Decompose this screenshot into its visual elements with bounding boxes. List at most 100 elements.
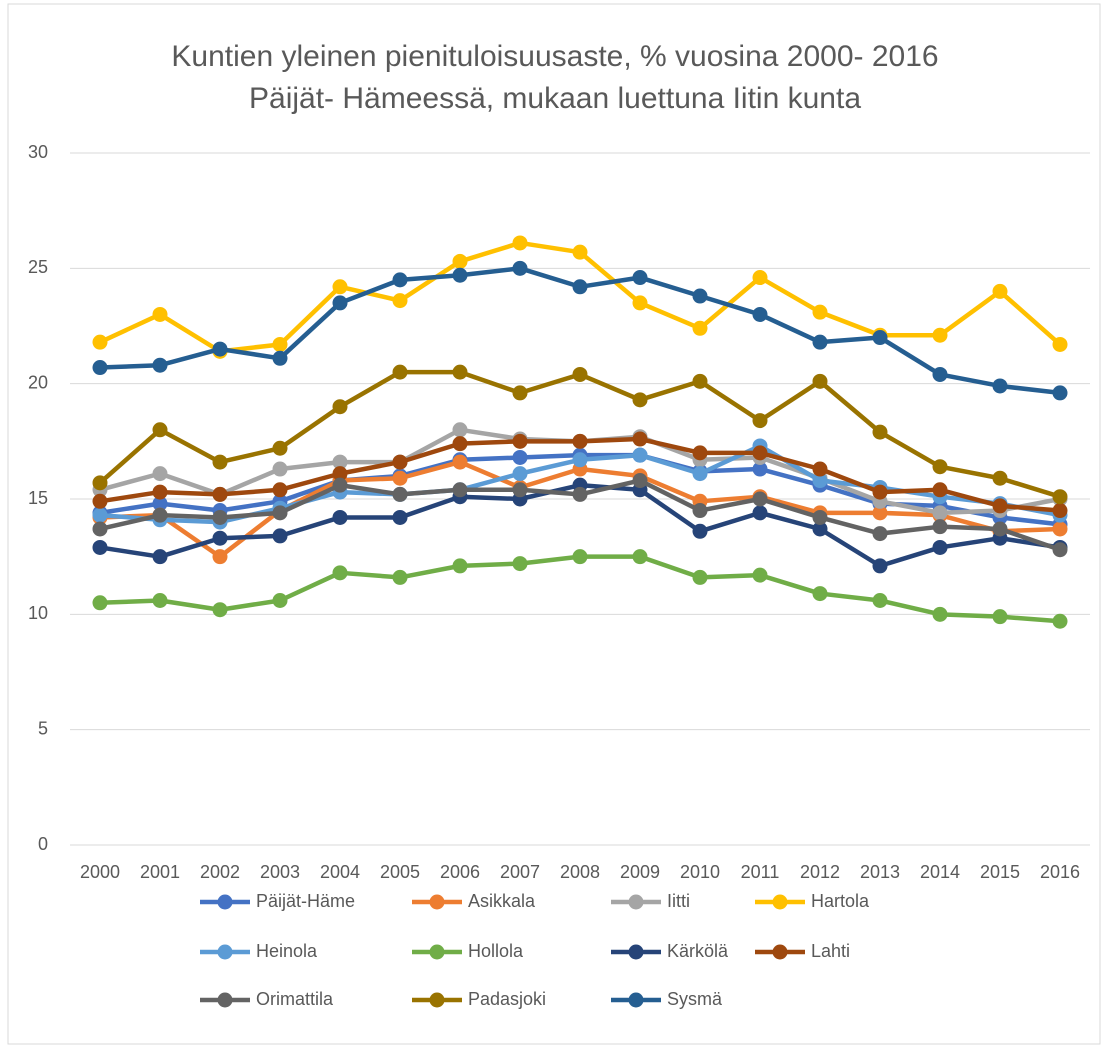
data-point (1052, 542, 1068, 558)
data-point (812, 304, 828, 320)
legend: Päijät-Häme Asikkala Iitti Hartola Heinola Ho… (200, 891, 870, 1009)
data-point (932, 606, 948, 622)
data-point (212, 530, 228, 546)
data-point (212, 454, 228, 470)
data-point (212, 602, 228, 618)
data-point (332, 477, 348, 493)
data-point (92, 507, 108, 523)
data-point (452, 436, 468, 452)
x-tick-label: 2008 (560, 862, 600, 882)
legend-marker (628, 944, 644, 960)
data-point (1052, 489, 1068, 505)
data-point (872, 330, 888, 346)
x-tick-label: 2011 (741, 862, 780, 882)
chart-border (7, 3, 1101, 1045)
data-point (932, 459, 948, 475)
legend-marker (628, 992, 644, 1008)
data-point (152, 422, 168, 438)
data-point (812, 509, 828, 525)
data-point (632, 549, 648, 565)
data-point (512, 433, 528, 449)
data-point (452, 267, 468, 283)
data-point (332, 295, 348, 311)
legend-label: Hollola (468, 941, 524, 961)
data-point (512, 235, 528, 251)
data-point (212, 509, 228, 525)
data-point (512, 385, 528, 401)
data-point (812, 461, 828, 477)
data-point (1052, 503, 1068, 519)
data-point (632, 473, 648, 489)
data-point (92, 360, 108, 376)
data-point (272, 440, 288, 456)
data-point (392, 364, 408, 380)
data-point (752, 491, 768, 507)
data-point (452, 253, 468, 269)
legend-marker (772, 944, 788, 960)
data-point (92, 521, 108, 537)
data-point (272, 528, 288, 544)
data-point (752, 413, 768, 429)
y-tick-label: 5 (38, 718, 48, 738)
data-point (152, 549, 168, 565)
data-point (572, 452, 588, 468)
data-point (272, 482, 288, 498)
data-point (152, 466, 168, 482)
x-tick-label: 2016 (1040, 862, 1080, 882)
data-point (572, 279, 588, 295)
y-tick-label: 10 (28, 603, 48, 623)
x-tick-label: 2002 (200, 862, 240, 882)
y-tick-label: 15 (28, 488, 48, 508)
data-point (392, 272, 408, 288)
x-tick-label: 2006 (440, 862, 480, 882)
grid: 0 5 10 15 20 25 30 2000 2001 2002 2003 2004 2005 2006… (28, 142, 1090, 882)
data-point (212, 549, 228, 565)
data-point (872, 526, 888, 542)
data-point (692, 569, 708, 585)
y-tick-label: 25 (28, 257, 48, 277)
chart-title: Kuntien yleinen pienituloisuusaste, % vu… (171, 40, 938, 73)
data-point (752, 445, 768, 461)
x-tick-label: 2010 (680, 862, 720, 882)
data-point (392, 509, 408, 525)
data-point (152, 592, 168, 608)
data-point (752, 505, 768, 521)
data-point (872, 592, 888, 608)
legend-marker (217, 992, 233, 1008)
data-point (812, 586, 828, 602)
x-tick-label: 2015 (980, 862, 1020, 882)
legend-marker (628, 894, 644, 910)
data-point (152, 484, 168, 500)
data-point (812, 473, 828, 489)
data-point (752, 567, 768, 583)
data-point (272, 505, 288, 521)
x-tick-label: 2013 (860, 862, 900, 882)
data-point (92, 539, 108, 555)
data-point (512, 482, 528, 498)
data-point (692, 466, 708, 482)
data-point (752, 270, 768, 286)
data-point (512, 466, 528, 482)
data-point (692, 288, 708, 304)
data-point (92, 475, 108, 491)
data-point (272, 461, 288, 477)
legend-marker (772, 894, 788, 910)
data-point (812, 521, 828, 537)
data-point (392, 454, 408, 470)
data-point (572, 486, 588, 502)
data-point (392, 293, 408, 309)
x-tick-label: 2005 (380, 862, 420, 882)
y-tick-label: 30 (28, 142, 48, 162)
data-point (812, 373, 828, 389)
data-point (572, 433, 588, 449)
data-point (692, 373, 708, 389)
data-point (392, 470, 408, 486)
data-point (332, 399, 348, 415)
data-point (92, 595, 108, 611)
data-point (152, 306, 168, 322)
data-point (272, 350, 288, 366)
data-point (992, 378, 1008, 394)
data-point (992, 498, 1008, 514)
data-point (332, 454, 348, 470)
y-tick-label: 0 (38, 834, 48, 854)
